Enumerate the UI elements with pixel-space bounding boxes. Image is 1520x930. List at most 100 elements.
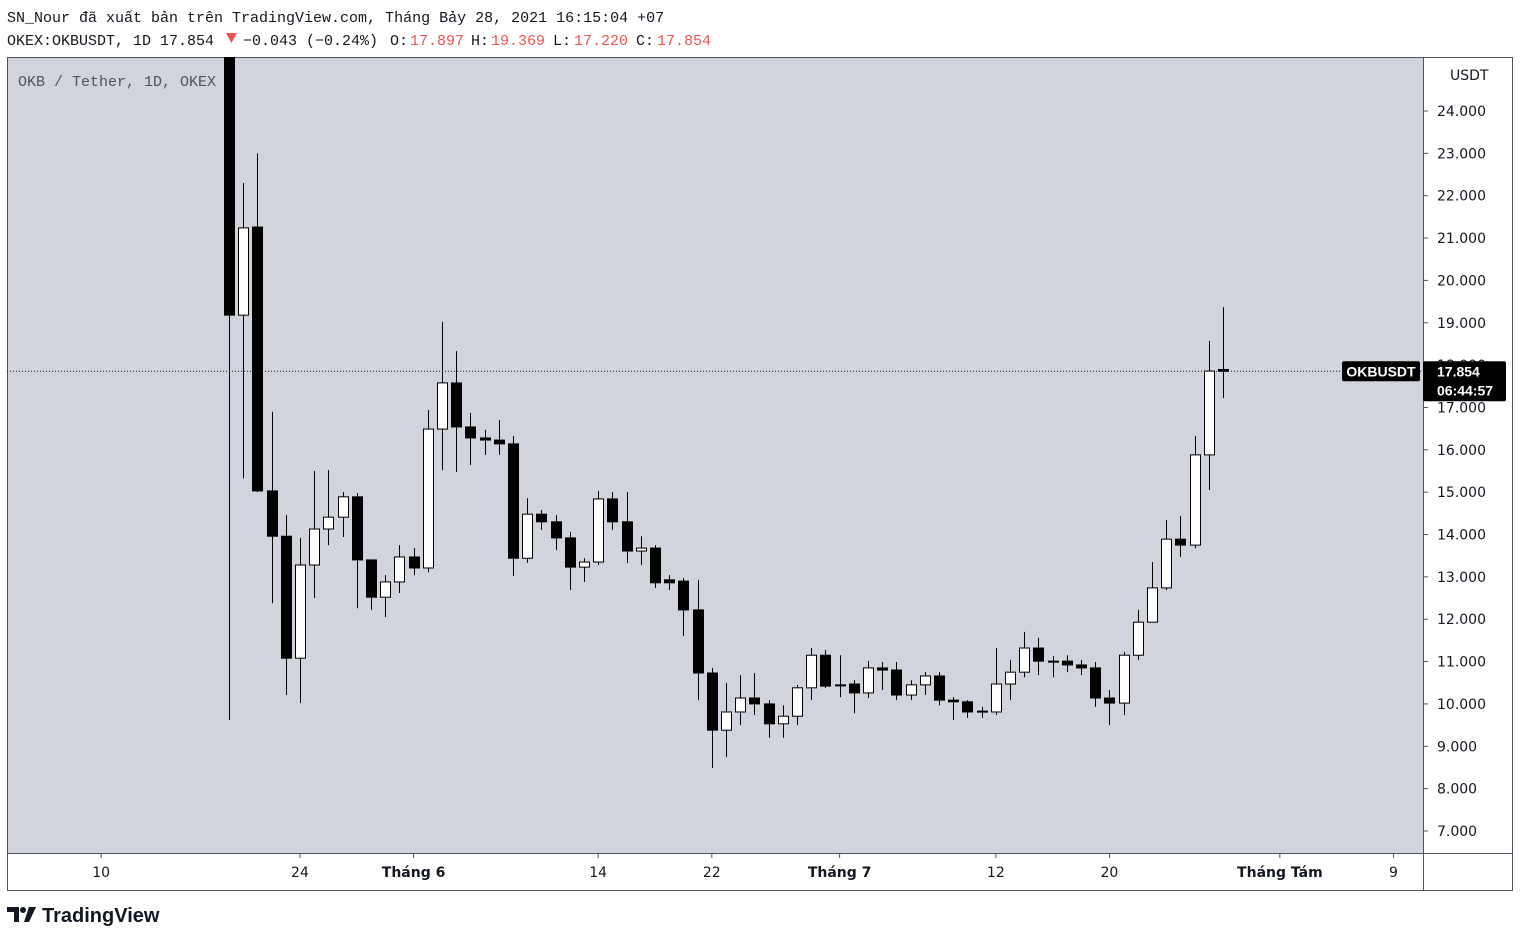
candle-body — [1104, 697, 1115, 704]
candle-body — [1190, 454, 1201, 546]
candle-body — [551, 521, 562, 539]
candle-body — [451, 382, 462, 428]
candle-body — [465, 426, 476, 439]
candle-body — [1090, 667, 1101, 699]
candle-body — [579, 561, 590, 568]
candle-body — [1005, 671, 1016, 685]
plot — [224, 57, 1229, 768]
candle-body — [948, 699, 959, 703]
x-tick-label: 14 — [589, 865, 607, 881]
unit-bg — [1424, 60, 1512, 84]
y-tick-label: 14.000 — [1437, 528, 1486, 544]
y-tick-label: 9.000 — [1437, 739, 1477, 755]
candle-body — [593, 498, 604, 563]
ohlc-key: O: — [390, 33, 408, 50]
candle-body — [622, 521, 633, 552]
y-tick-label: 24.000 — [1437, 104, 1486, 120]
candle-body — [920, 675, 931, 686]
candle-body — [281, 535, 292, 659]
candle-body — [764, 703, 775, 725]
candle-body — [1147, 587, 1158, 623]
candle-body — [522, 513, 533, 559]
change: −0.043 (−0.24%) — [243, 33, 378, 50]
candle-body — [1062, 660, 1073, 666]
candle-body — [707, 672, 718, 731]
candle-body — [338, 496, 349, 518]
logo-icon — [7, 907, 36, 922]
candle-body — [991, 683, 1002, 713]
y-tick-label: 21.000 — [1437, 231, 1486, 247]
candle-body — [636, 547, 647, 552]
x-tick-label: 12 — [987, 865, 1005, 881]
candle-body — [366, 559, 377, 598]
y-tick-label: 7.000 — [1437, 824, 1477, 840]
candle-body — [394, 556, 405, 583]
symbol-label: OKBUSDT — [1346, 363, 1416, 379]
candle-body — [295, 564, 306, 659]
last-price-label: 17.854 — [1437, 363, 1480, 379]
y-tick-label: 11.000 — [1437, 655, 1486, 671]
x-tick-label: Tháng 6 — [382, 865, 446, 881]
candle-body — [863, 667, 874, 694]
candle-body — [1204, 370, 1215, 456]
candle-body — [1218, 368, 1229, 372]
logo-text: TradingView — [42, 905, 160, 927]
candle-body — [437, 382, 448, 430]
candle-body — [224, 57, 235, 316]
candle-body — [409, 556, 420, 569]
ohlc-key: C: — [636, 33, 654, 50]
ohlc-value: 17.897 — [410, 33, 464, 50]
candle-body — [423, 428, 434, 569]
candle-body — [664, 579, 675, 584]
candle-body — [508, 443, 519, 559]
candle-body — [252, 226, 263, 492]
candle-body — [877, 667, 888, 671]
candle-body — [1048, 660, 1059, 663]
legend: OKB / Tether, 1D, OKEX — [18, 74, 216, 91]
byline: SN_Nour đã xuất bản trên TradingView.com… — [7, 10, 664, 27]
ohlc-value: 17.220 — [574, 33, 628, 50]
candle-body — [1175, 538, 1186, 546]
candle-body — [352, 496, 363, 561]
x-tick-label: 22 — [703, 865, 721, 881]
candle-body — [778, 715, 789, 725]
ohlc-value: 17.854 — [657, 33, 711, 50]
candle-body — [749, 697, 760, 705]
candle-body — [934, 675, 945, 701]
candle-body — [650, 547, 661, 584]
candle-body — [1076, 664, 1087, 669]
ohlc-key: L: — [553, 33, 571, 50]
candle-body — [323, 516, 334, 530]
x-tick-label: Tháng 7 — [808, 865, 872, 881]
candle-body — [309, 528, 320, 566]
candle-body — [849, 683, 860, 694]
y-tick-label: 17.000 — [1437, 400, 1486, 416]
y-tick-label: 16.000 — [1437, 443, 1486, 459]
candle-body — [721, 711, 732, 731]
ohlc-line: OKEX:OKBUSDT, 1D 17.854 −0.043 (−0.24%) … — [7, 33, 711, 50]
candle-body — [380, 581, 391, 598]
y-tick-label: 13.000 — [1437, 570, 1486, 586]
symbol-box — [1342, 361, 1420, 382]
candle-body — [1133, 621, 1144, 656]
ohlc-value: 19.369 — [491, 33, 545, 50]
symbol: OKEX:OKBUSDT, 1D 17.854 — [7, 33, 214, 50]
price-box — [1423, 361, 1506, 402]
candle-body — [1161, 538, 1172, 589]
candle-body — [536, 513, 547, 523]
x-tick-label: 20 — [1101, 865, 1119, 881]
candle-body — [607, 498, 618, 523]
candle-body — [238, 227, 249, 316]
y-unit: USDT — [1450, 68, 1489, 84]
ohlc-key: H: — [471, 33, 489, 50]
x-tick-label: Tháng Tám — [1237, 865, 1323, 881]
down-arrow — [226, 33, 237, 43]
candle-body — [906, 684, 917, 696]
x-tick-label: 24 — [291, 865, 309, 881]
y-tick-label: 22.000 — [1437, 189, 1486, 205]
candle-body — [678, 580, 689, 611]
candle-body — [835, 684, 846, 687]
candle-body — [735, 697, 746, 713]
y-tick-label: 10.000 — [1437, 697, 1486, 713]
